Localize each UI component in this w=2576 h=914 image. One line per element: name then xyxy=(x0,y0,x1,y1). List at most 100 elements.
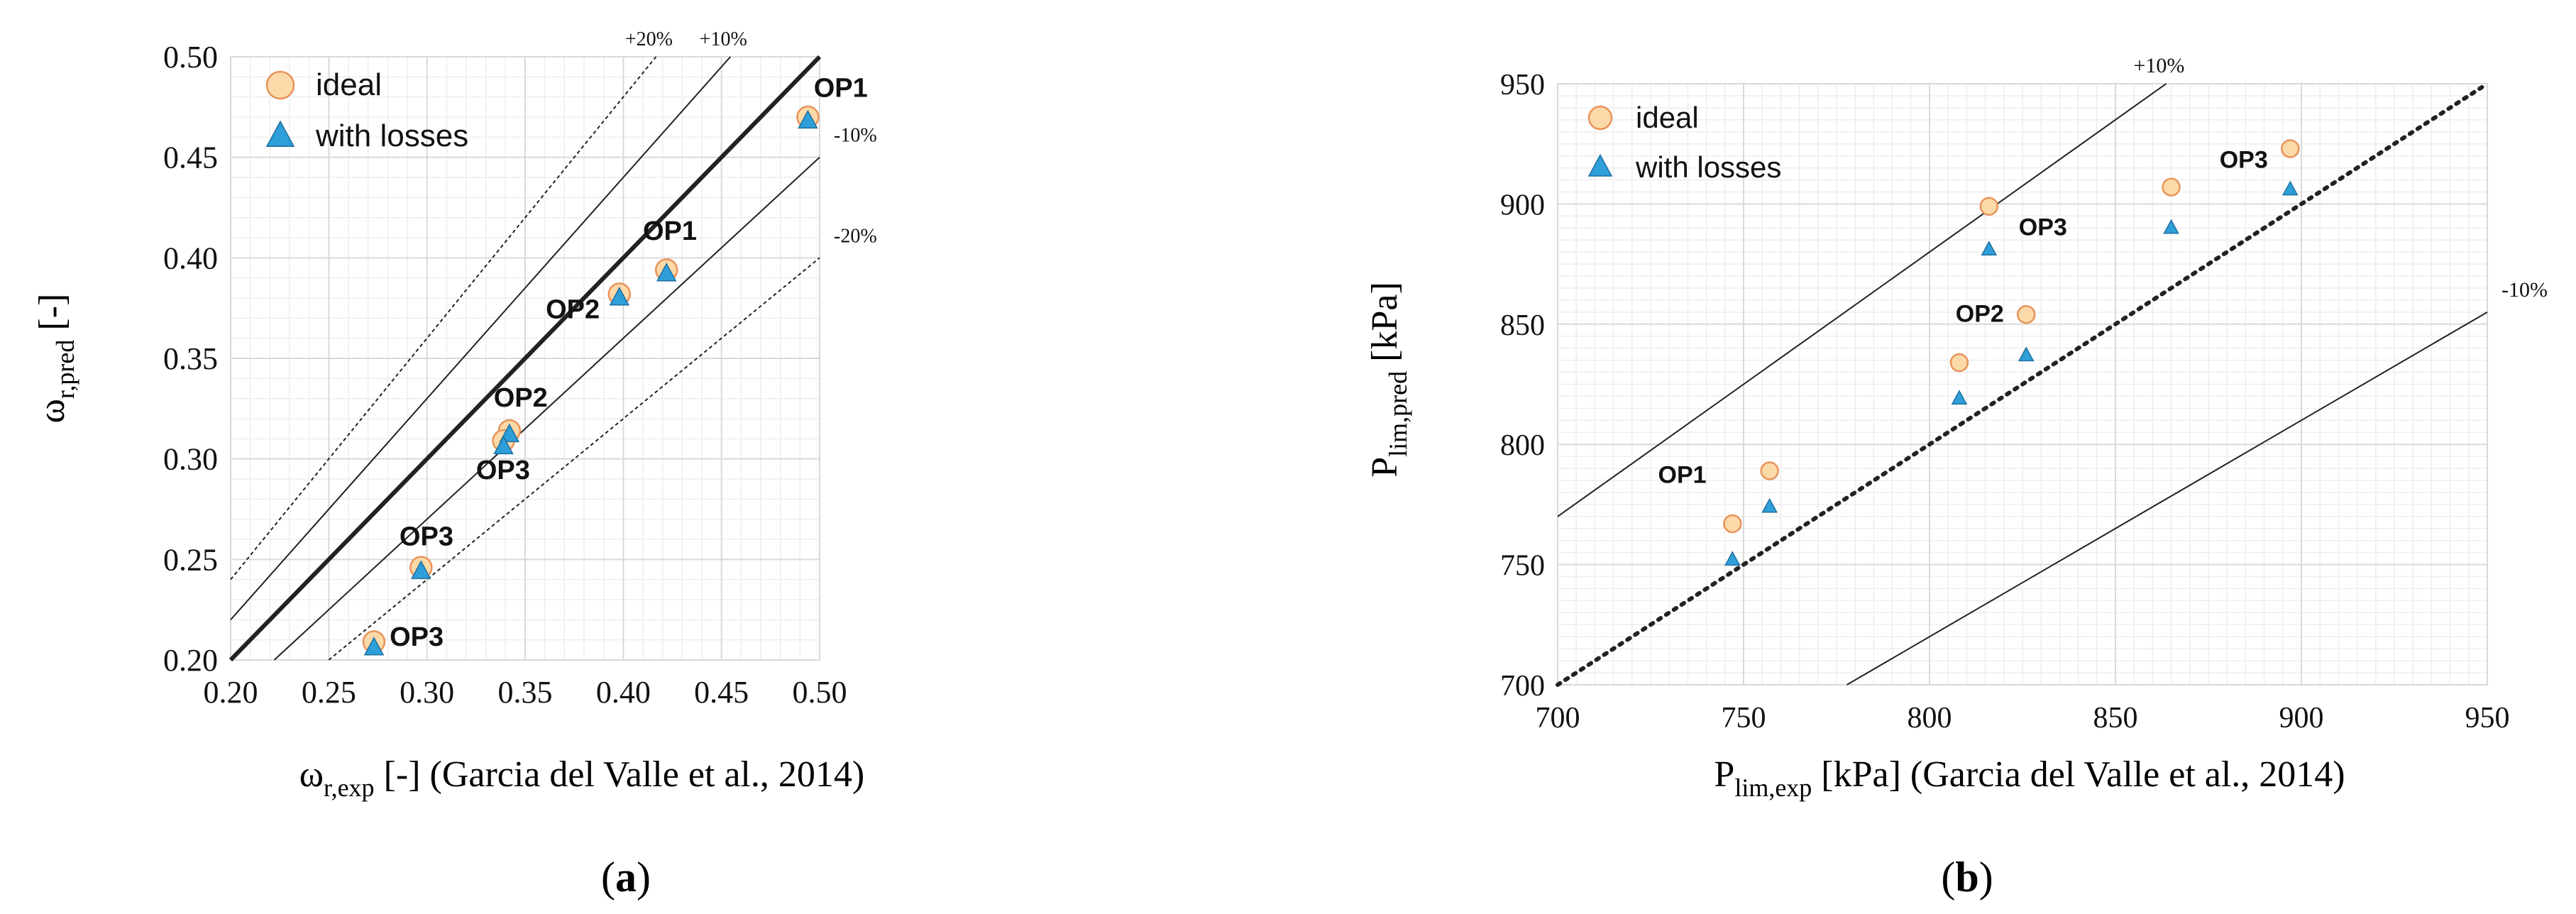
y-tick-label: 0.40 xyxy=(163,241,218,275)
reference-line-label: -20% xyxy=(834,225,877,247)
chart-a-legend: ideal with losses xyxy=(265,67,468,153)
y-tick-label: 0.25 xyxy=(163,542,218,577)
chart-b-xlabel: Plim,exp [kPa] (Garcia del Valle et al.,… xyxy=(1714,754,2345,802)
x-tick-label: 0.40 xyxy=(596,675,651,710)
x-tick-label: 950 xyxy=(2465,702,2510,734)
point-with-losses xyxy=(411,560,431,579)
chart-a-ticks: 0.20 0.25 0.30 0.35 0.40 0.45 0.50 0.20 0.25 0.30… xyxy=(163,40,847,710)
reference-line-label: -10% xyxy=(2501,278,2548,302)
x-tick-label: 750 xyxy=(1722,702,1766,734)
point-with-losses xyxy=(1724,551,1741,566)
point-annotation: OP3 xyxy=(390,622,444,652)
point-ideal xyxy=(2281,139,2300,158)
y-tick-label: 750 xyxy=(1500,550,1545,583)
legend-marker-ideal xyxy=(265,70,295,100)
y-tick-label: 0.35 xyxy=(163,341,218,376)
reference-line-minus10pct xyxy=(1846,311,2488,686)
x-tick-label: 900 xyxy=(2279,702,2324,734)
legend-label-ideal: ideal xyxy=(316,67,382,102)
y-tick-label: 900 xyxy=(1500,189,1545,221)
point-annotation: OP2 xyxy=(546,294,600,324)
y-tick-label: 700 xyxy=(1500,670,1545,703)
reference-line-label: +10% xyxy=(2133,54,2184,77)
chart-b-ticks: 700 750 800 850 900 950 700 750 800 850 900 950 xyxy=(1500,69,2510,734)
y-tick-label: 800 xyxy=(1500,429,1545,462)
point-annotation: OP1 xyxy=(1658,461,1707,488)
reference-line-label: -10% xyxy=(834,125,877,147)
chart-a: +20% +10% -10% -20% 0.20 0.25 0.30 0.35 0.40 0.4… xyxy=(32,28,877,901)
chart-b: +10% -10% 700 750 800 850 900 950 700 750 800 850 9… xyxy=(1365,54,2548,901)
x-tick-label: 0.25 xyxy=(302,675,356,710)
reference-line-label: +10% xyxy=(700,28,747,50)
point-with-losses xyxy=(2163,219,2179,234)
point-annotation: OP3 xyxy=(400,522,453,552)
x-tick-label: 700 xyxy=(1536,702,1580,734)
x-tick-label: 800 xyxy=(1908,702,1952,734)
chart-b-reference-lines: +10% -10% xyxy=(1556,54,2548,687)
reference-line-plus10pct xyxy=(230,56,731,620)
x-tick-label: 0.50 xyxy=(793,675,847,710)
chart-b-panel-label: (b) xyxy=(1941,854,1993,901)
y-tick-label: 850 xyxy=(1500,309,1545,342)
y-tick-label: 0.20 xyxy=(163,643,218,678)
chart-a-reference-lines: +20% +10% -10% -20% xyxy=(229,28,877,662)
point-annotation: OP1 xyxy=(814,74,868,104)
legend-label-with-losses: with losses xyxy=(315,119,468,153)
point-with-losses xyxy=(499,423,520,443)
point-with-losses xyxy=(798,109,818,129)
reference-line-plus10pct xyxy=(1557,83,2167,517)
point-with-losses xyxy=(493,435,514,455)
point-with-losses xyxy=(1761,497,1778,513)
point-annotation: OP1 xyxy=(643,216,697,246)
chart-a-ylabel: ωr,pred [-] xyxy=(32,294,79,424)
chart-a-points xyxy=(362,105,820,656)
chart-b-ylabel: Plim,pred [kPa] xyxy=(1365,282,1412,478)
x-tick-label: 0.20 xyxy=(204,675,258,710)
chart-b-points xyxy=(1723,139,2300,566)
plot-frame xyxy=(1557,83,2488,686)
y-tick-label: 0.30 xyxy=(163,442,218,477)
point-with-losses xyxy=(1951,390,1968,405)
chart-b-legend: ideal with losses xyxy=(1587,101,1781,184)
point-ideal xyxy=(1949,353,1969,373)
x-tick-label: 0.45 xyxy=(694,675,749,710)
point-ideal xyxy=(2016,304,2036,324)
chart-b-grid xyxy=(1557,83,2488,686)
reference-line-parity xyxy=(1556,82,2489,687)
chart-a-panel-label: (a) xyxy=(601,854,651,901)
x-tick-label: 0.35 xyxy=(498,675,553,710)
x-tick-label: 0.30 xyxy=(400,675,454,710)
legend-marker-with-losses xyxy=(265,120,295,147)
point-annotation: OP3 xyxy=(2220,147,2268,174)
legend-marker-ideal xyxy=(1587,105,1613,131)
point-with-losses xyxy=(2018,346,2035,362)
legend-marker-with-losses xyxy=(1587,153,1613,177)
point-with-losses xyxy=(2282,180,2299,196)
point-with-losses xyxy=(609,287,630,306)
chart-a-xlabel: ωr,exp [-] (Garcia del Valle et al., 201… xyxy=(299,754,864,802)
point-ideal xyxy=(1760,461,1779,480)
y-tick-label: 0.50 xyxy=(163,40,218,75)
point-with-losses xyxy=(1981,241,1998,256)
reference-line-minus10pct xyxy=(273,156,820,661)
point-ideal xyxy=(2162,177,2181,197)
point-annotation: OP3 xyxy=(476,456,530,485)
chart-a-annotations: OP1 OP1 OP2 OP2 OP3 OP3 OP3 xyxy=(390,74,868,653)
point-with-losses xyxy=(363,637,385,656)
point-annotation: OP2 xyxy=(494,383,548,413)
y-tick-label: 950 xyxy=(1500,69,1545,101)
point-annotation: OP3 xyxy=(2019,214,2067,241)
reference-line-label: +20% xyxy=(625,28,673,50)
x-tick-label: 850 xyxy=(2093,702,2138,734)
y-tick-label: 0.45 xyxy=(163,141,218,175)
point-ideal xyxy=(1979,197,1999,216)
plot-frame xyxy=(230,56,820,661)
point-with-losses xyxy=(656,263,677,282)
point-annotation: OP2 xyxy=(1956,300,2004,327)
point-ideal xyxy=(1723,514,1742,534)
chart-b-annotations: OP1 OP2 OP3 OP3 xyxy=(1658,147,2268,489)
legend-label-with-losses: with losses xyxy=(1635,150,1781,184)
legend-label-ideal: ideal xyxy=(1636,101,1699,134)
reference-line-parity xyxy=(229,55,822,662)
